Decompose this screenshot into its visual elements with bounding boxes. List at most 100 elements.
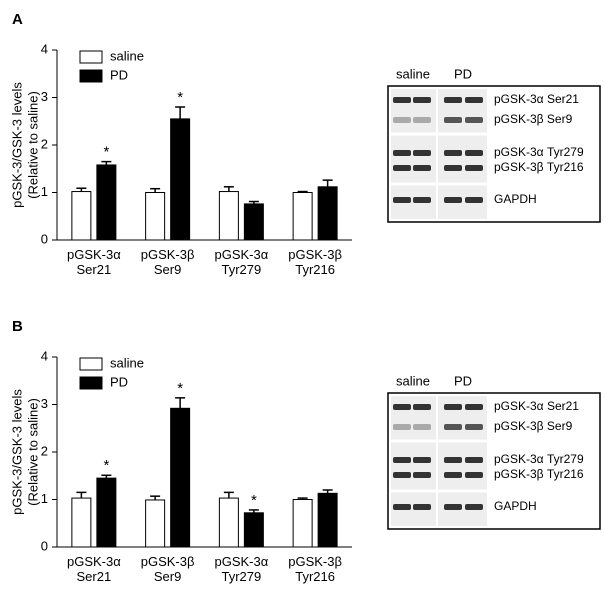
blot-band	[393, 117, 411, 123]
bar	[96, 477, 117, 548]
blot-band-label: GAPDH	[494, 192, 537, 206]
blot-band	[413, 457, 431, 463]
y-tick-label: 0	[41, 538, 48, 553]
blot-band	[465, 165, 483, 171]
blot-band	[465, 117, 483, 123]
y-tick-label: 1	[41, 184, 48, 199]
y-tick-label: 2	[41, 136, 48, 151]
bar	[96, 164, 117, 241]
significance-marker: *	[177, 380, 183, 397]
significance-marker: *	[103, 457, 109, 474]
legend-swatch	[79, 376, 103, 390]
bar	[71, 497, 92, 548]
legend-swatch	[79, 69, 103, 83]
y-tick-label: 3	[41, 89, 48, 104]
blot-band	[465, 97, 483, 103]
blot-band	[444, 424, 462, 430]
blot-band	[413, 424, 431, 430]
bar	[317, 186, 338, 241]
legend-label: saline	[110, 355, 144, 370]
x-tick-label: pGSK-3β Tyr216	[288, 247, 342, 277]
blot-band	[444, 150, 462, 156]
blot-band	[413, 117, 431, 123]
x-tick-label: pGSK-3β Ser9	[141, 247, 195, 277]
y-axis-label: (Relative to saline)	[25, 398, 40, 506]
y-axis-label: pGSK-3/GSK-3 levels	[9, 82, 24, 208]
blot-band-label: pGSK-3α Ser21	[494, 92, 579, 106]
bar	[218, 497, 239, 548]
blot-band-label: pGSK-3β Ser9	[494, 419, 573, 433]
blot-band	[393, 424, 411, 430]
blot-band	[413, 504, 431, 510]
blot-band	[413, 97, 431, 103]
blot-band	[413, 165, 431, 171]
blot-band	[393, 97, 411, 103]
x-tick-label: pGSK-3α Ser21	[67, 554, 121, 584]
blot-column-label: saline	[396, 66, 430, 81]
bar	[317, 492, 338, 548]
legend-swatch	[79, 357, 103, 371]
y-tick-label: 4	[41, 41, 48, 56]
bar	[170, 407, 191, 548]
blot-band	[444, 97, 462, 103]
y-axis-label: (Relative to saline)	[25, 91, 40, 199]
blot-column-label: PD	[454, 373, 472, 388]
blot-band	[413, 472, 431, 478]
legend-label: PD	[110, 374, 128, 389]
blot-band	[393, 472, 411, 478]
blot-band	[393, 404, 411, 410]
significance-marker: *	[177, 89, 183, 106]
y-tick-label: 1	[41, 491, 48, 506]
blot-band	[393, 150, 411, 156]
bar	[243, 512, 264, 548]
y-tick-label: 3	[41, 396, 48, 411]
blot-band-label: pGSK-3β Ser9	[494, 112, 573, 126]
significance-marker: *	[103, 144, 109, 161]
bar	[145, 192, 166, 241]
x-tick-label: pGSK-3β Ser9	[141, 554, 195, 584]
blot-band	[413, 404, 431, 410]
blot-band	[393, 197, 411, 203]
legend-label: PD	[110, 67, 128, 82]
blot-column-label: saline	[396, 373, 430, 388]
bar	[243, 203, 264, 241]
significance-marker: *	[251, 492, 257, 509]
blot-band	[444, 197, 462, 203]
blot-band	[465, 504, 483, 510]
blot-band-label: pGSK-3β Tyr216	[494, 160, 584, 174]
y-axis-label: pGSK-3/GSK-3 levels	[9, 389, 24, 515]
blot-band	[413, 197, 431, 203]
bar	[170, 118, 191, 241]
panel-label: B	[12, 318, 23, 335]
blot-band	[444, 472, 462, 478]
blot-band	[465, 404, 483, 410]
blot-band	[465, 424, 483, 430]
blot-column-label: PD	[454, 66, 472, 81]
blot-band-label: pGSK-3α Tyr279	[494, 145, 584, 159]
blot-band	[444, 504, 462, 510]
y-tick-label: 2	[41, 443, 48, 458]
bar	[145, 499, 166, 548]
bar	[218, 191, 239, 241]
blot-band	[444, 117, 462, 123]
bar	[71, 191, 92, 241]
x-tick-label: pGSK-3α Ser21	[67, 247, 121, 277]
y-tick-label: 0	[41, 231, 48, 246]
panel-label: A	[12, 11, 23, 28]
blot-band	[393, 504, 411, 510]
bar	[292, 192, 313, 241]
blot-band	[465, 197, 483, 203]
legend-label: saline	[110, 48, 144, 63]
blot-band-label: pGSK-3β Tyr216	[494, 467, 584, 481]
blot-band	[444, 165, 462, 171]
blot-band	[393, 165, 411, 171]
blot-band	[465, 457, 483, 463]
blot-band-label: pGSK-3α Tyr279	[494, 452, 584, 466]
x-tick-label: pGSK-3α Tyr279	[214, 247, 268, 277]
x-tick-label: pGSK-3β Tyr216	[288, 554, 342, 584]
y-tick-label: 4	[41, 348, 48, 363]
blot-band	[444, 404, 462, 410]
legend-swatch	[79, 50, 103, 64]
x-tick-label: pGSK-3α Tyr279	[214, 554, 268, 584]
